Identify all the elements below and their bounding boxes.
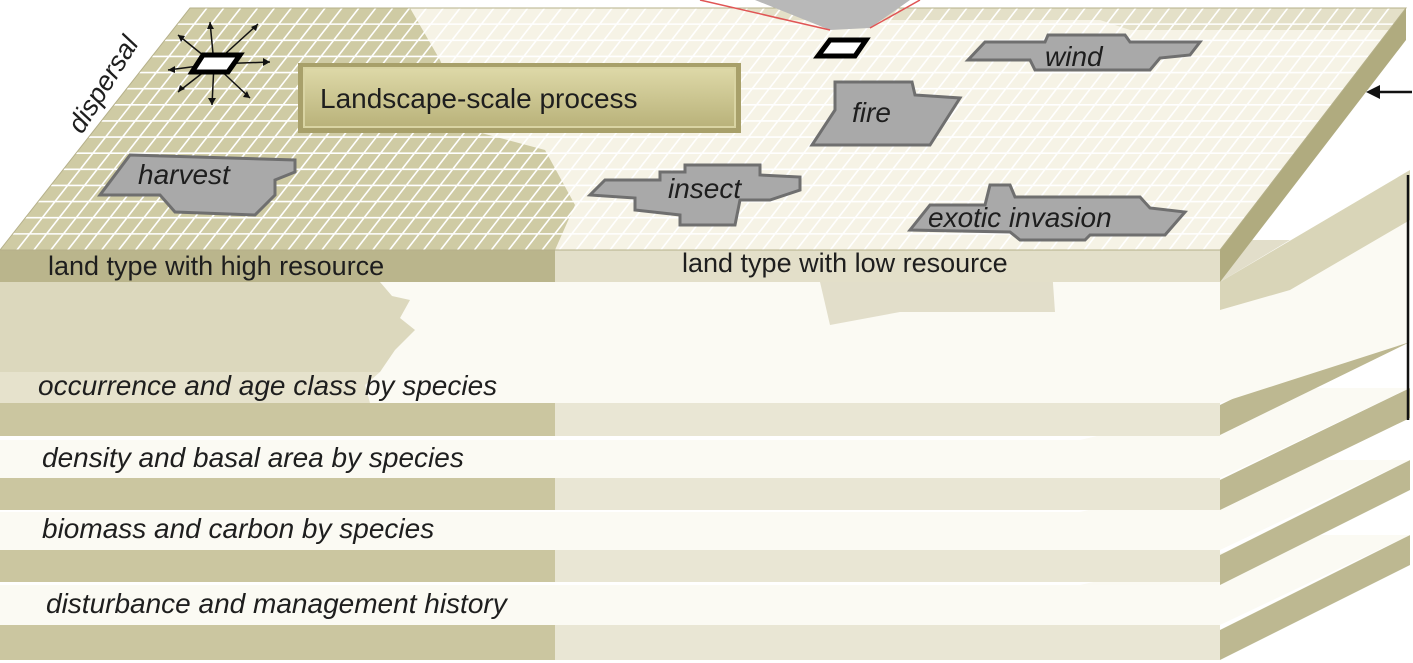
- insect-patch: [586, 163, 802, 227]
- process-box-label: Landscape-scale process: [320, 83, 638, 114]
- grid-line: [1151, 8, 1340, 250]
- layer-label-density: density and basal area by species: [42, 442, 464, 473]
- input-arrow-head: [1366, 85, 1380, 99]
- selected-cell: [699, 0, 921, 59]
- disturbance-patches: [97, 33, 1204, 242]
- top-layer-front-high: [0, 250, 555, 282]
- high-resource-label: land type with high resource: [48, 251, 384, 281]
- layer-occurrence-age-class: [0, 170, 1410, 436]
- exotic-invasion-patch: [906, 183, 1189, 242]
- low-resource-label: land type with low resource: [682, 248, 1008, 278]
- insect-label: insect: [668, 173, 742, 204]
- exotic-invasion-label: exotic invasion: [928, 202, 1112, 233]
- layer-biomass-carbon: [0, 460, 1410, 585]
- harvest-label: harvest: [138, 159, 231, 190]
- grid-line: [711, 8, 900, 250]
- fire-patch: [809, 80, 963, 147]
- grid-line: [1168, 8, 1356, 250]
- grid-line: [117, 8, 309, 250]
- grid-line: [84, 8, 276, 250]
- side-indicator: [1366, 85, 1412, 420]
- grid-line: [67, 8, 259, 250]
- layer-label-disturbance-history: disturbance and management history: [46, 588, 509, 619]
- fire-label: fire: [852, 97, 891, 128]
- top-layer-front-low: [555, 250, 1220, 282]
- grid-line: [134, 8, 326, 250]
- landscape-process-box: [298, 63, 741, 133]
- grid-line: [1185, 8, 1373, 250]
- grid-line: [1202, 8, 1390, 250]
- grid-line: [33, 8, 225, 250]
- grid-line: [16, 8, 208, 250]
- grid-line: [101, 8, 292, 250]
- dispersal-cell: [167, 21, 271, 106]
- layer-density-basal-area: [0, 388, 1410, 510]
- layer-label-occurrence: occurrence and age class by species: [38, 370, 497, 401]
- top-layer-side: [1220, 8, 1406, 282]
- layer-disturbance-history: [0, 535, 1410, 660]
- layer-label-biomass: biomass and carbon by species: [42, 513, 434, 544]
- wind-patch: [964, 33, 1204, 72]
- grid-line: [50, 8, 242, 250]
- harvest-patch: [97, 153, 297, 217]
- wind-label: wind: [1045, 41, 1104, 72]
